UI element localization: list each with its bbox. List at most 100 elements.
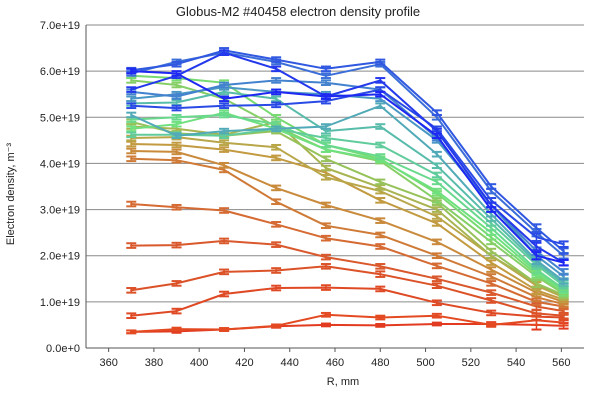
data-point (489, 226, 493, 230)
series-line (131, 49, 565, 252)
data-point (489, 268, 493, 271)
data-point (379, 93, 382, 96)
data-point (175, 150, 178, 154)
x-tick-label: 460 (326, 357, 344, 369)
data-point (489, 311, 493, 315)
data-point (435, 240, 439, 244)
data-point (489, 212, 493, 216)
data-point (130, 289, 133, 292)
x-tick-label: 480 (371, 357, 389, 369)
data-point (489, 185, 493, 188)
y-tick-label: 6.0e+19 (40, 66, 80, 78)
series-26 (126, 67, 569, 267)
y-tick-label: 5.0e+19 (40, 112, 80, 124)
data-point (435, 180, 439, 184)
data-point (489, 217, 493, 220)
y-tick-label: 3.0e+19 (40, 205, 80, 217)
data-point (435, 314, 439, 317)
series-line (131, 157, 564, 306)
data-point (435, 301, 439, 304)
axes (85, 25, 584, 352)
series-line (131, 323, 564, 333)
data-point (489, 222, 493, 225)
data-point (435, 264, 439, 268)
data-point (175, 143, 178, 147)
data-point (324, 99, 328, 103)
data-point (435, 189, 439, 193)
data-point (435, 322, 439, 326)
data-point (130, 314, 133, 317)
data-point (435, 173, 439, 177)
data-point (324, 286, 328, 289)
tick-labels: 0.0e+0 1.0e+19 2.0e+19 3.0e+19 4.0e+19 5.0e+1… (40, 20, 571, 369)
data-point (435, 129, 439, 133)
data-point (222, 292, 226, 296)
data-point (175, 106, 178, 110)
data-point (324, 265, 328, 268)
series-line (131, 143, 564, 301)
data-point (324, 125, 328, 128)
data-point (324, 176, 328, 179)
data-point (379, 265, 382, 268)
data-point (130, 118, 133, 121)
data-point (535, 282, 538, 285)
data-point (274, 97, 278, 101)
data-point (274, 186, 278, 190)
y-tick-label: 4.0e+19 (40, 158, 80, 170)
data-point (222, 129, 226, 133)
data-point (274, 200, 278, 203)
data-point (324, 136, 328, 140)
data-point (379, 143, 382, 147)
data-point (379, 233, 382, 237)
data-point (535, 245, 538, 248)
data-point (130, 202, 133, 206)
data-point (535, 254, 538, 257)
data-point (324, 323, 328, 327)
data-point (435, 215, 439, 218)
data-point (274, 223, 278, 226)
x-tick-label: 400 (190, 357, 208, 369)
series-line (131, 79, 565, 273)
x-tick-label: 420 (235, 357, 253, 369)
data-point (379, 324, 382, 327)
data-point (222, 209, 226, 212)
data-point (435, 164, 439, 167)
data-point (379, 272, 382, 276)
series-line (131, 51, 565, 264)
data-point (130, 88, 133, 91)
data-point (562, 249, 565, 253)
data-point (324, 157, 328, 161)
data-point (274, 123, 278, 126)
data-point (274, 58, 278, 61)
data-point (274, 156, 278, 160)
data-point (379, 125, 382, 128)
data-point (222, 168, 226, 172)
data-point (130, 69, 133, 73)
data-point (222, 51, 226, 54)
data-point (324, 255, 328, 259)
series-line (131, 286, 564, 319)
data-point (379, 155, 382, 158)
data-point (489, 275, 493, 278)
data-point (489, 282, 493, 285)
data-point (175, 134, 178, 137)
data-point (222, 270, 226, 274)
data-point (274, 243, 278, 246)
data-point (175, 206, 178, 209)
data-point (489, 231, 493, 234)
data-point (562, 242, 565, 246)
data-point (130, 127, 133, 131)
series-line (131, 114, 565, 290)
data-point (489, 291, 493, 294)
data-point (130, 244, 133, 247)
data-point (222, 134, 226, 137)
data-point (274, 79, 278, 82)
data-point (324, 81, 328, 84)
data-point (324, 171, 328, 174)
x-tick-label: 540 (507, 357, 525, 369)
series-2 (126, 311, 569, 335)
data-point (379, 287, 382, 291)
series-4 (126, 263, 569, 320)
data-point (435, 277, 439, 280)
